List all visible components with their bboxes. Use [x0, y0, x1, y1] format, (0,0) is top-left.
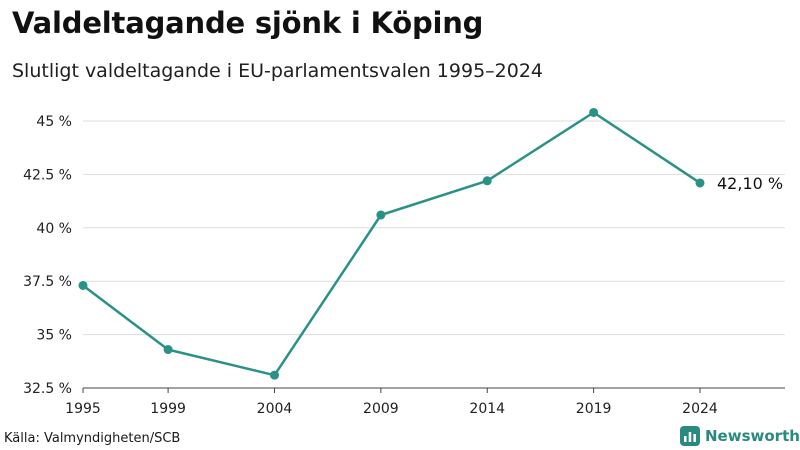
y-tick-label: 32.5 % [23, 381, 72, 397]
y-tick-label: 45 % [36, 114, 72, 130]
x-tick-label: 2024 [682, 401, 718, 417]
x-tick-label: 2019 [576, 401, 612, 417]
y-tick-label: 42.5 % [23, 167, 72, 183]
data-point [78, 280, 88, 290]
data-point [589, 107, 599, 117]
x-tick-label: 2004 [257, 401, 293, 417]
y-tick-label: 37.5 % [23, 274, 72, 290]
chart-subtitle: Slutligt valdeltagande i EU-parlamentsva… [12, 60, 544, 82]
x-tick-label: 2014 [469, 401, 505, 417]
data-point [163, 345, 173, 355]
source-note: Källa: Valmyndigheten/SCB [4, 431, 181, 446]
data-series [78, 107, 705, 380]
data-labels: 42,10 % [717, 174, 783, 193]
grid-lines [83, 120, 785, 389]
newsworthy-logo-icon [680, 426, 700, 446]
y-tick-label: 40 % [36, 221, 72, 237]
axes: 32.5 % 35 % 37.5 % 40 % 42.5 % 45 % 1995 1999 20… [23, 114, 785, 417]
end-value-label: 42,10 % [717, 174, 783, 193]
x-tick-label: 1999 [150, 401, 186, 417]
brand-logo: Newsworthy [680, 426, 800, 446]
x-tick-label: 2009 [363, 401, 399, 417]
data-point [695, 178, 705, 188]
chart-title: Valdeltagande sjönk i Köping [12, 6, 484, 40]
x-tick-label: 1995 [65, 401, 101, 417]
y-tick-label: 35 % [36, 328, 72, 344]
brand-name: Newsworthy [705, 427, 800, 445]
data-point [482, 176, 492, 186]
data-point [269, 370, 279, 380]
data-point [376, 210, 386, 220]
series-line [82, 111, 701, 377]
